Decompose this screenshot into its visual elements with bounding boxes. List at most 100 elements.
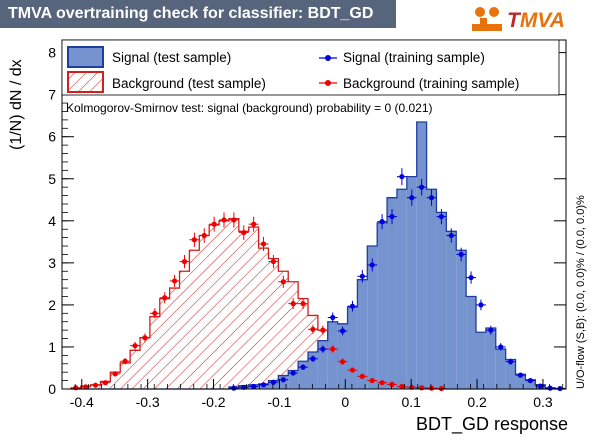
x-tick-label: 0.2 [467, 394, 487, 410]
signal-train-point [488, 327, 494, 333]
signal-test-bar [515, 374, 526, 389]
signal-train-point [527, 377, 533, 384]
background-train-point [83, 384, 89, 390]
signal-test-bar [446, 231, 457, 389]
background-test-bar [219, 220, 229, 389]
x-tick-label: -0.4 [70, 394, 94, 410]
signal-test-bar [476, 332, 486, 389]
signal-train-point [251, 383, 257, 390]
signal-train-point [478, 302, 484, 308]
signal-train-point [409, 195, 415, 201]
signal-test-bar [416, 121, 427, 390]
chart-title: TMVA overtraining check for classifier: … [0, 0, 396, 28]
legend-signal-test-label: Signal (test sample) [112, 50, 231, 65]
background-train-point [320, 327, 326, 333]
logo-text-t: T [507, 9, 520, 32]
background-train-point [132, 343, 138, 349]
background-train-point [171, 278, 178, 284]
background-train-point [181, 258, 188, 265]
y-tick-label: 3 [48, 255, 56, 271]
signal-train-point [389, 214, 395, 220]
signal-test-histogram [70, 121, 566, 390]
signal-train-point [468, 274, 474, 281]
background-test-bar [228, 218, 239, 389]
legend-signal-train-label: Signal (training sample) [343, 50, 485, 65]
signal-train-point [547, 385, 553, 391]
background-train-point [241, 229, 247, 236]
background-test-bar [130, 350, 141, 389]
signal-train-point [310, 356, 316, 362]
background-test-bar [238, 231, 249, 389]
signal-test-bar [337, 323, 348, 389]
background-train-point [260, 241, 267, 247]
y-tick-label: 8 [48, 45, 56, 61]
background-test-bar [298, 298, 309, 389]
legend-background-train-label: Background (training sample) [343, 76, 519, 91]
background-test-bar [288, 281, 299, 389]
x-tick-label: -0.3 [136, 394, 160, 410]
signal-train-point [458, 251, 464, 258]
background-train-point [251, 221, 257, 227]
background-test-bar [199, 235, 210, 389]
background-test-bar [268, 258, 279, 389]
signal-train-point [428, 195, 435, 201]
background-test-bar [169, 288, 180, 389]
background-train-point [310, 326, 316, 332]
x-tick-label: -0.2 [201, 394, 225, 410]
background-train-point [73, 385, 79, 391]
tmva-logo-icon [472, 7, 502, 31]
background-test-bar [140, 337, 150, 389]
background-train-point [191, 237, 197, 243]
background-train-point [349, 367, 356, 373]
background-test-bar [159, 298, 170, 389]
signal-train-point [448, 232, 454, 239]
background-train-point [379, 380, 385, 386]
ks-test-annotation: Kolmogorov-Smirnov test: signal (backgro… [66, 101, 433, 115]
background-test-bar [209, 225, 220, 389]
x-tick-label: 0.3 [533, 394, 553, 410]
background-test-bar [179, 271, 190, 389]
legend: Signal (test sample) Signal (training sa… [61, 39, 560, 96]
background-train-point [142, 335, 148, 341]
signal-train-point [419, 184, 425, 190]
signal-train-point [231, 385, 237, 391]
background-train-point [359, 373, 365, 379]
signal-train-point [320, 346, 326, 352]
x-tick-label: -0.1 [267, 394, 291, 410]
signal-test-bar [288, 370, 299, 389]
background-test-bar [278, 271, 289, 389]
y-tick-label: 4 [48, 213, 56, 229]
background-train-point [152, 310, 158, 316]
signal-test-bar [436, 212, 447, 389]
signal-train-point [290, 370, 296, 376]
background-train-point [231, 217, 237, 223]
background-train-point [290, 301, 296, 307]
background-test-bar [248, 227, 259, 389]
background-train-point [102, 380, 109, 386]
signal-train-point [349, 303, 356, 309]
background-train-point [112, 371, 118, 377]
logo-text-mva: MVA [519, 9, 565, 32]
background-training-points [70, 212, 447, 392]
background-test-bar [120, 362, 131, 389]
logo-text: TMVA [507, 9, 565, 33]
background-test-bar [149, 316, 160, 389]
background-train-point [300, 301, 306, 307]
y-axis-label: (1/N) dN / dx [8, 59, 25, 150]
background-train-point [399, 383, 405, 390]
signal-train-point [507, 359, 514, 365]
signal-test-bar [357, 279, 368, 389]
signal-training-points [228, 168, 565, 392]
x-tick-label: 0 [341, 394, 349, 410]
legend-background-test-label: Background (test sample) [112, 76, 266, 91]
signal-test-bar [377, 222, 388, 389]
background-train-point [92, 382, 99, 388]
background-train-point [389, 381, 395, 387]
x-axis-label: BDT_GD response [415, 414, 568, 434]
legend-background-test-swatch [67, 71, 104, 93]
signal-train-point [359, 273, 365, 279]
signal-train-point [300, 364, 306, 370]
signal-test-bar [308, 351, 318, 389]
y-tick-label: 1 [48, 339, 56, 355]
